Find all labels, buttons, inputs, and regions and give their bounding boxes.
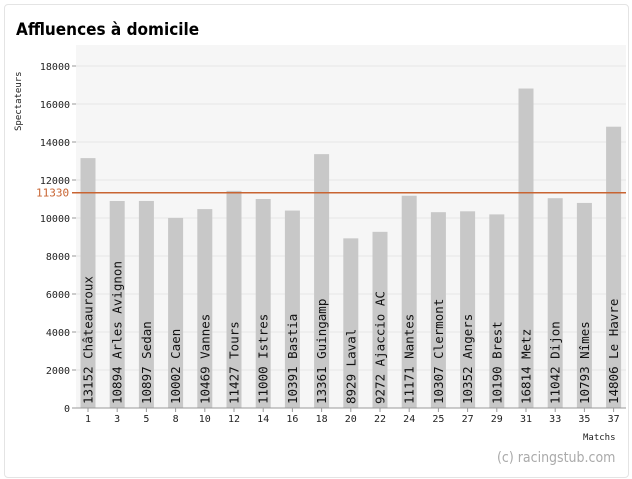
x-tick-label: 8 [173, 414, 179, 425]
y-axis-ticks: 0 2000 4000 6000 8000 10000 12000 14000 16000 180… [40, 62, 76, 415]
bar [197, 209, 213, 408]
bar-label: 11171 Nantes [402, 314, 417, 404]
bar-label: 10190 Brest [489, 321, 504, 404]
bar-label: 10002 Caen [168, 329, 183, 404]
x-tick-label: 10 [199, 414, 211, 425]
bar [547, 198, 563, 408]
bar-label: 10894 Arles Avignon [110, 261, 125, 404]
bar [518, 88, 534, 408]
y-tick-label: 12000 [40, 176, 70, 187]
y-tick-label: 4000 [46, 328, 70, 339]
bar-label: 10391 Bastia [285, 314, 300, 404]
y-tick-label: 2000 [46, 366, 70, 377]
x-tick-label: 20 [345, 414, 357, 425]
y-tick-label: 10000 [40, 214, 70, 225]
x-tick-label: 37 [608, 414, 620, 425]
x-tick-label: 33 [549, 414, 561, 425]
x-tick-label: 35 [578, 414, 590, 425]
bar [314, 154, 330, 408]
bar-label: 13361 Guingamp [314, 299, 329, 404]
x-tick-label: 31 [520, 414, 532, 425]
x-tick-label: 18 [316, 414, 328, 425]
x-tick-label: 3 [114, 414, 120, 425]
bar [80, 158, 96, 408]
y-tick-label: 14000 [40, 138, 70, 149]
bar [138, 200, 154, 408]
bar-label: 8929 Laval [343, 329, 358, 404]
bar [489, 214, 505, 408]
x-tick-label: 22 [374, 414, 386, 425]
x-axis-label: Matchs [583, 433, 616, 443]
bars: 13152 Châteauroux 10894 Arles Avignon 1089… [80, 88, 622, 408]
bar [576, 202, 592, 408]
x-tick-label: 5 [143, 414, 149, 425]
x-tick-label: 14 [257, 414, 269, 425]
bar [401, 195, 417, 408]
chart-title: Affluences à domicile [16, 20, 199, 40]
bar-label: 13152 Châteauroux [81, 276, 96, 404]
y-tick-label: 18000 [40, 62, 70, 73]
bar-label: 16814 Metz [519, 329, 534, 404]
bar-label: 10352 Angers [460, 314, 475, 404]
y-axis-label: Spectateurs [14, 71, 24, 131]
x-tick-label: 25 [432, 414, 444, 425]
x-tick-label: 16 [286, 414, 298, 425]
x-axis-ticks: 1 3 5 8 10 12 14 16 18 20 22 24 25 27 29 31 33 35 37 [85, 408, 620, 425]
x-tick-label: 1 [85, 414, 91, 425]
bar-label: 11042 Dijon [548, 321, 563, 404]
bar [430, 212, 446, 408]
bar [606, 126, 622, 408]
y-tick-label: 16000 [40, 100, 70, 111]
bar [284, 210, 300, 408]
y-tick-label: 0 [64, 404, 70, 415]
bar-label: 11000 Istres [256, 314, 271, 404]
x-tick-label: 27 [462, 414, 474, 425]
bar [255, 199, 271, 408]
x-tick-label: 12 [228, 414, 240, 425]
bar [343, 238, 359, 408]
bar [226, 190, 242, 408]
bar [460, 211, 476, 408]
bar [109, 201, 125, 408]
bar [168, 217, 184, 408]
bar-label: 11427 Tours [227, 321, 242, 404]
bar-label: 10307 Clermont [431, 299, 446, 404]
bar-label: 10897 Sedan [139, 321, 154, 404]
bar-label: 14806 Le Havre [606, 299, 621, 404]
y-tick-label: 6000 [46, 290, 70, 301]
y-tick-label: 8000 [46, 252, 70, 263]
bar [372, 231, 388, 408]
bar-label: 10793 Nîmes [577, 321, 592, 404]
bar-label: 9272 Ajaccio AC [373, 291, 388, 404]
watermark: (c) racingstub.com [497, 450, 615, 466]
average-label: 11330 [36, 187, 69, 200]
bar-label: 10469 Vannes [197, 314, 212, 404]
x-tick-label: 29 [491, 414, 503, 425]
x-tick-label: 24 [403, 414, 415, 425]
